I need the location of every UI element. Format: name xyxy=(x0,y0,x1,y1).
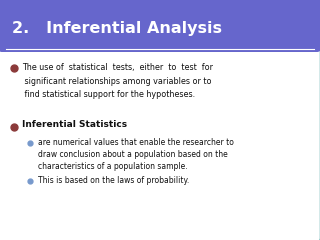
Text: This is based on the laws of probability.: This is based on the laws of probability… xyxy=(38,176,189,185)
FancyBboxPatch shape xyxy=(2,30,317,50)
Text: 2.   Inferential Analysis: 2. Inferential Analysis xyxy=(12,20,222,36)
Text: Inferential Statistics: Inferential Statistics xyxy=(22,120,127,129)
Text: significant relationships among variables or to: significant relationships among variable… xyxy=(22,77,212,85)
Text: The use of  statistical  tests,  either  to  test  for: The use of statistical tests, either to … xyxy=(22,63,213,72)
Text: find statistical support for the hypotheses.: find statistical support for the hypothe… xyxy=(22,90,195,99)
Text: characteristics of a population sample.: characteristics of a population sample. xyxy=(38,162,188,171)
Text: are numerical values that enable the researcher to: are numerical values that enable the res… xyxy=(38,138,234,147)
FancyBboxPatch shape xyxy=(0,0,320,52)
Text: draw conclusion about a population based on the: draw conclusion about a population based… xyxy=(38,150,228,159)
